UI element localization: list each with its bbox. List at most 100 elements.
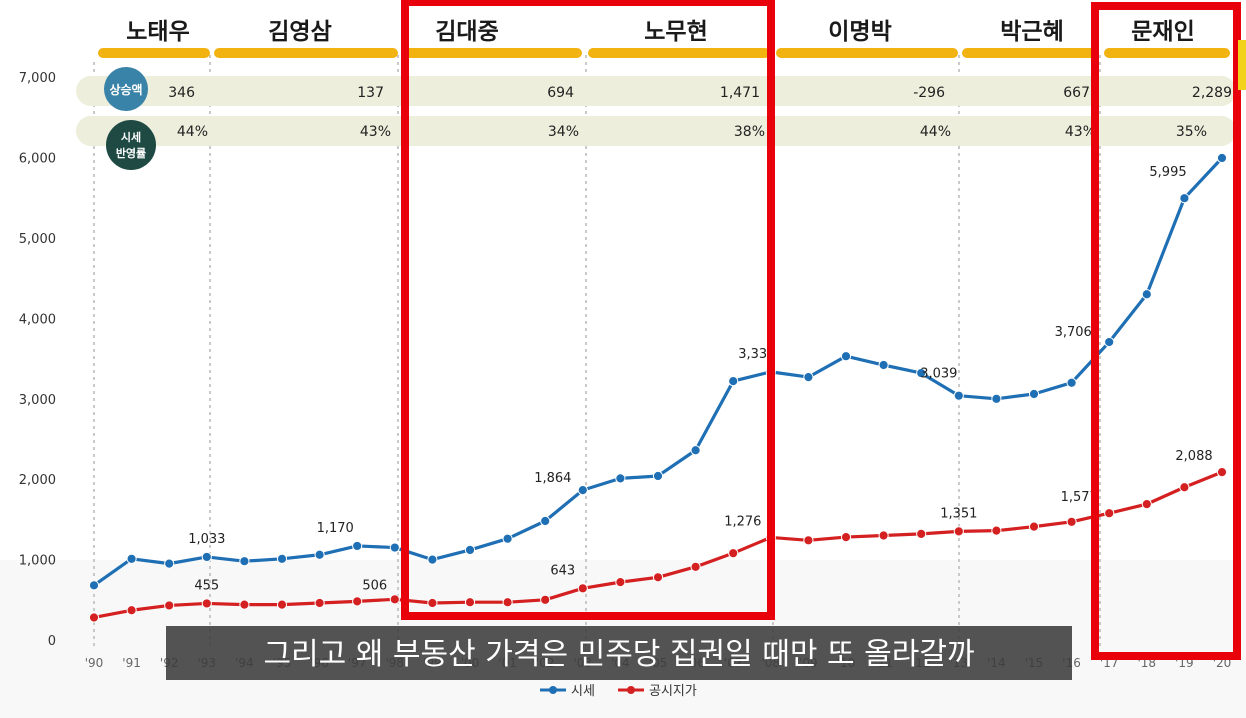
president-label: 노무현 — [644, 19, 707, 45]
y-tick-label: 2,000 — [19, 473, 56, 488]
data-point — [1028, 521, 1040, 532]
data-point — [728, 548, 739, 559]
increase-value: 2,289 — [1192, 85, 1232, 101]
data-point — [803, 535, 814, 546]
data-point — [88, 612, 100, 623]
president-label: 박근혜 — [1000, 19, 1063, 45]
data-label: 3,706 — [1055, 325, 1092, 340]
increase-value: 346 — [168, 85, 195, 101]
data-point — [1028, 388, 1040, 400]
reflection-rate-value: 44% — [920, 124, 951, 140]
president-label: 이명박 — [828, 19, 891, 45]
increase-value: 694 — [547, 85, 574, 101]
data-point — [1141, 289, 1152, 300]
president-period-bar — [962, 48, 1098, 58]
president-period-bar — [588, 48, 770, 58]
data-point — [314, 597, 325, 609]
y-tick-label: 0 — [48, 634, 56, 649]
y-tick-label: 1,000 — [19, 554, 56, 569]
reflection-rate-value: 43% — [360, 124, 391, 140]
data-point — [352, 596, 363, 607]
data-label: 1,577 — [1061, 490, 1098, 505]
data-label: 1,033 — [188, 532, 225, 547]
highlight-box — [401, 0, 775, 620]
data-point — [427, 597, 438, 609]
data-point — [314, 549, 325, 560]
data-point — [464, 597, 476, 608]
data-point — [502, 533, 513, 544]
data-point — [652, 572, 664, 583]
increase-value: 1,471 — [720, 85, 760, 101]
reflection-badge — [106, 120, 156, 170]
legend-label: 시세 — [571, 684, 595, 699]
data-point — [352, 540, 363, 552]
data-point — [540, 594, 551, 605]
x-tick-label: '90 — [85, 656, 104, 670]
data-point — [540, 515, 551, 527]
legend-swatch — [549, 686, 557, 694]
data-point — [164, 600, 175, 611]
president-label: 노태우 — [126, 19, 189, 45]
president-label: 김영삼 — [268, 19, 331, 45]
president-period-bar — [98, 48, 210, 58]
data-point — [164, 558, 175, 569]
legend-label: 공시지가 — [649, 684, 697, 699]
president-period-bar — [1104, 48, 1230, 58]
data-point — [690, 561, 701, 572]
increase-value: 137 — [357, 85, 384, 101]
data-point — [1216, 152, 1228, 164]
data-point — [878, 530, 889, 541]
data-label: 455 — [194, 578, 219, 593]
reflection-badge-label: 반영률 — [116, 146, 146, 160]
data-point — [502, 597, 513, 608]
highlight-box — [1091, 2, 1241, 660]
reflection-rate-value: 43% — [1065, 124, 1096, 140]
reflection-rate-value: 35% — [1176, 124, 1207, 140]
data-label: 2,088 — [1175, 449, 1212, 464]
y-tick-label: 4,000 — [19, 312, 56, 327]
data-point — [577, 485, 588, 496]
data-label: 643 — [550, 563, 575, 578]
corner-marker — [1238, 40, 1246, 90]
data-point — [953, 390, 964, 401]
data-label: 1,170 — [317, 521, 354, 536]
president-period-bar — [402, 48, 582, 58]
increase-badge-label: 상승액 — [109, 82, 142, 97]
data-point — [840, 351, 852, 362]
data-point — [615, 577, 626, 588]
president-period-bar — [776, 48, 958, 58]
data-point — [389, 594, 400, 605]
data-point — [88, 580, 100, 591]
increase-value: -296 — [913, 85, 945, 101]
legend-swatch — [627, 686, 635, 694]
data-point — [276, 599, 288, 610]
data-point — [652, 470, 664, 482]
y-tick-label: 6,000 — [19, 152, 56, 167]
data-point — [201, 598, 212, 609]
data-point — [803, 371, 814, 383]
president-label: 문재인 — [1131, 19, 1194, 45]
data-label: 1,351 — [940, 506, 977, 521]
reflection-rate-value: 34% — [548, 124, 579, 140]
data-point — [1141, 499, 1152, 510]
data-point — [878, 359, 889, 371]
data-point — [427, 554, 438, 565]
data-point — [728, 376, 739, 387]
president-label: 김대중 — [435, 19, 498, 45]
reflection-rate-value: 38% — [734, 124, 765, 140]
data-point — [239, 599, 250, 610]
data-point — [239, 556, 250, 567]
data-point — [201, 551, 212, 563]
reflection-badge-label: 시세 — [121, 130, 141, 144]
data-point — [615, 473, 626, 484]
data-point — [1179, 193, 1190, 204]
increase-badge — [104, 67, 148, 111]
data-label: 1,864 — [534, 471, 571, 486]
y-tick-label: 3,000 — [19, 393, 56, 408]
data-point — [953, 526, 964, 537]
data-point — [276, 553, 288, 564]
data-label: 3,039 — [920, 367, 957, 382]
data-label: 5,995 — [1149, 165, 1186, 180]
